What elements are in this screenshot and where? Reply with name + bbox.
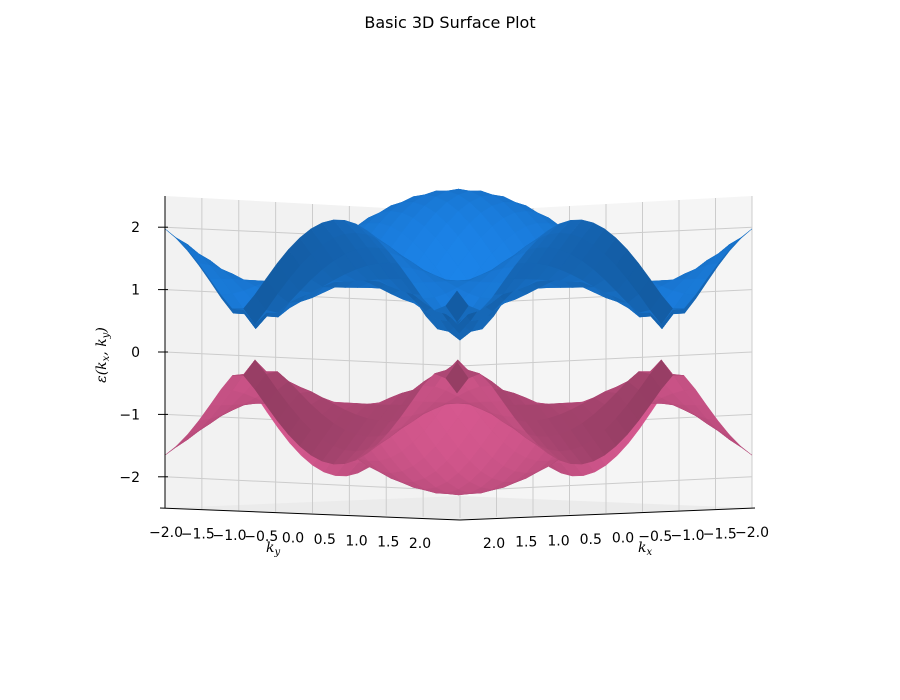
x-axis-label: kx — [638, 540, 652, 558]
surface-lower — [164, 359, 753, 496]
surfaces — [164, 188, 753, 496]
x-tick-label: −2.0 — [735, 525, 769, 541]
x-tick-label: 0.5 — [580, 532, 602, 548]
y-tick-label: 2.0 — [409, 536, 431, 552]
y-tick-label: 1.5 — [377, 535, 399, 551]
x-tick-label: 0.0 — [612, 531, 634, 547]
z-tick-label: −1 — [119, 407, 140, 423]
surface-upper — [164, 188, 753, 341]
x-tick-label: −0.5 — [638, 529, 672, 545]
y-axis-label: ky — [266, 540, 280, 558]
x-tick-label: −1.0 — [671, 528, 705, 544]
x-axis-line — [459, 507, 756, 521]
z-tick-label: −2 — [119, 470, 140, 486]
x-tick-label: 2.0 — [483, 536, 505, 552]
y-tick-label: 0.0 — [282, 531, 304, 547]
y-tick-label: −2.0 — [149, 525, 183, 541]
x-tick-label: −1.5 — [703, 526, 737, 542]
y-axis-line — [159, 507, 461, 521]
surface-patch — [445, 361, 469, 394]
z-tick-label: 1 — [131, 283, 140, 299]
z-tick-label: 2 — [131, 220, 140, 236]
y-tick-label: −1.0 — [213, 528, 247, 544]
y-tick-label: 0.5 — [314, 532, 336, 548]
y-tick-label: −1.5 — [181, 526, 215, 542]
axes: 210−1−2−2.0−1.5−1.0−0.5 0.0 0.5 1.0 1.5 2.0 2.… — [119, 196, 769, 552]
chart-title: Basic 3D Surface Plot — [364, 13, 535, 32]
z-axis-label: ε(kx, ky) — [94, 327, 112, 383]
x-tick-label: 1.5 — [515, 535, 537, 551]
y-tick-label: 1.0 — [345, 533, 367, 549]
surface-patch — [445, 290, 469, 323]
x-tick-label: 1.0 — [547, 533, 569, 549]
y-tick-label: −0.5 — [244, 529, 278, 545]
z-tick-label: 0 — [131, 345, 140, 361]
